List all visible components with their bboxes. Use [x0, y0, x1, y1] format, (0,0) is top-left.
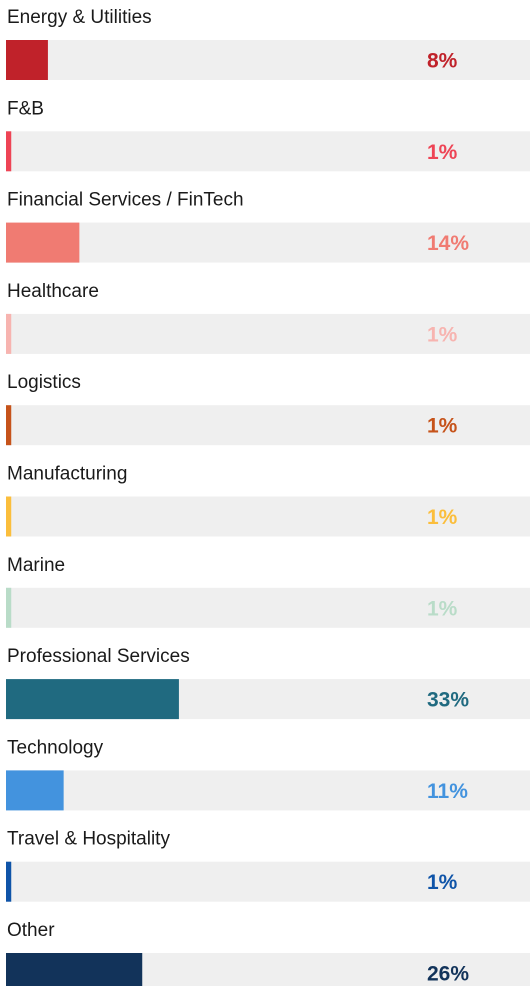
- bar-track: [6, 861, 530, 902]
- value-label: 1%: [427, 871, 458, 894]
- category-label: Marine: [7, 555, 65, 576]
- category-label: Manufacturing: [7, 464, 127, 485]
- value-label: 1%: [427, 141, 458, 164]
- bar-track: [6, 405, 530, 446]
- value-label: 14%: [427, 232, 469, 255]
- category-label: Other: [7, 920, 55, 941]
- bar-track: [6, 587, 530, 628]
- bar-track: [6, 313, 530, 354]
- bar: [6, 861, 12, 902]
- bar: [6, 405, 12, 446]
- value-label: 1%: [427, 323, 458, 346]
- category-label: Technology: [7, 737, 104, 758]
- bar-track: [6, 222, 530, 263]
- category-label: Healthcare: [7, 281, 99, 302]
- bar: [6, 587, 12, 628]
- bar: [6, 131, 12, 172]
- bar: [6, 222, 80, 263]
- bar: [6, 40, 48, 80]
- bar-track: [6, 496, 530, 537]
- value-label: 1%: [427, 506, 458, 529]
- value-label: 1%: [427, 415, 458, 438]
- bar-track: [6, 770, 530, 811]
- category-label: Logistics: [7, 372, 81, 393]
- value-label: 26%: [427, 963, 469, 986]
- bar: [6, 313, 12, 354]
- bar: [6, 496, 12, 537]
- value-label: 11%: [427, 780, 468, 803]
- category-label: Travel & Hospitality: [7, 829, 170, 850]
- bar: [6, 679, 179, 720]
- category-label: Financial Services / FinTech: [7, 190, 244, 211]
- bar-track: [6, 40, 530, 80]
- value-label: 1%: [427, 597, 458, 620]
- category-label: F&B: [7, 98, 44, 119]
- bar: [6, 953, 143, 986]
- category-label: Professional Services: [7, 646, 190, 667]
- category-label: Energy & Utilities: [7, 7, 152, 28]
- bar: [6, 770, 64, 811]
- value-label: 33%: [427, 689, 469, 712]
- bar-track: [6, 131, 530, 172]
- value-label: 8%: [427, 50, 458, 73]
